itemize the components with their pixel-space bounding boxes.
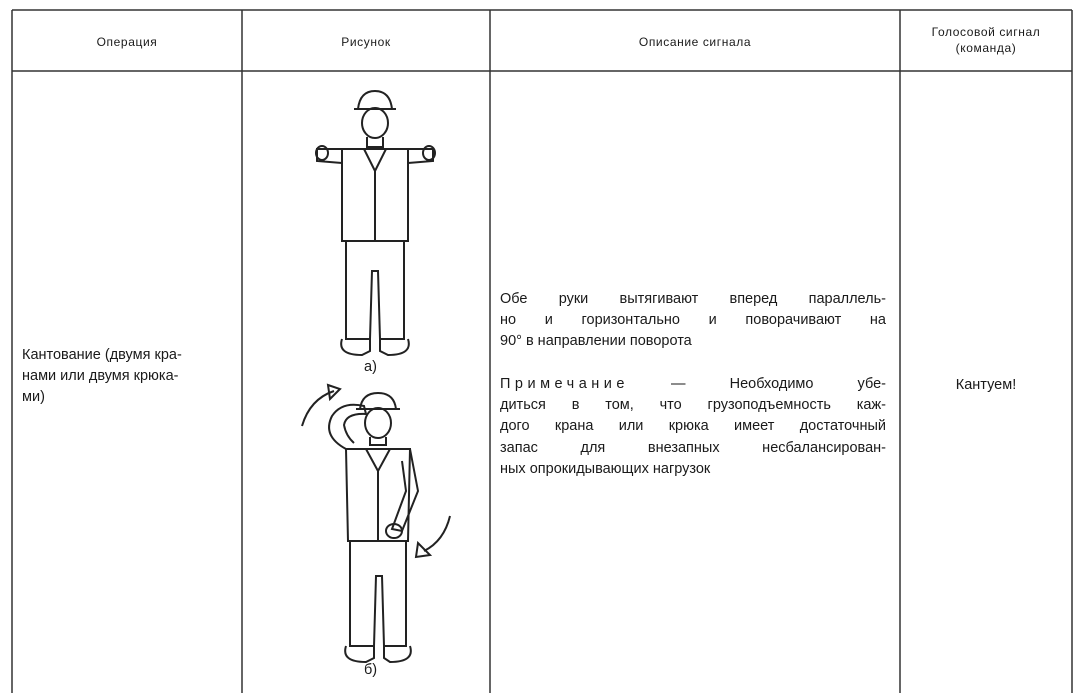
signal-figures: [301, 89, 451, 664]
note-line: — Необходимо убе-: [671, 376, 886, 392]
description-line: Обе руки вытягивают вперед параллель-: [500, 291, 886, 307]
header-cell: Описание сигнала: [638, 35, 752, 49]
note-line: ных опрокидывающих нагрузок: [500, 461, 711, 477]
description-line: 90° в направлении поворота: [500, 333, 692, 349]
figure-caption: б): [364, 662, 378, 678]
voice-signal: Кантуем!: [955, 377, 1017, 393]
operation-line: нами или двумя крюка-: [22, 368, 179, 384]
note-line: диться в том, что грузоподъемность каж-: [500, 397, 886, 413]
note-line: запас для внезапных несбалансирован-: [500, 440, 886, 456]
description-line: но и горизонтально и поворачивают на: [500, 312, 886, 328]
figure-caption: а): [364, 359, 377, 375]
header-cell: Операция: [96, 35, 158, 49]
operation-line: Кантование (двумя кра-: [22, 347, 182, 363]
note-label: Примечание: [500, 376, 629, 392]
operation-line: ми): [22, 389, 45, 405]
note-line: дого крана или крюка имеет достаточный: [500, 418, 886, 434]
header-cell: Голосовой сигнал (команда): [931, 25, 1041, 55]
header-cell: Рисунок: [341, 35, 391, 49]
